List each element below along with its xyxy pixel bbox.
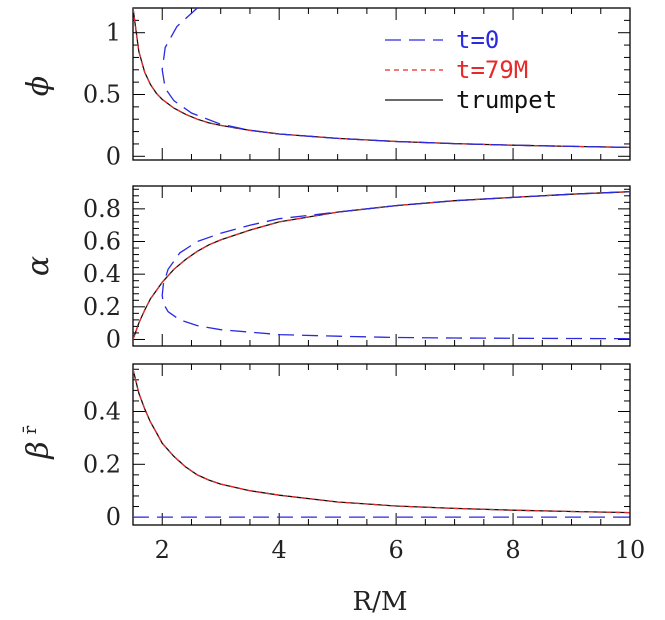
series-line-t0 (161, 191, 630, 340)
y-axis-label-alpha: α (21, 256, 56, 276)
series-line-t79m (133, 369, 630, 514)
legend-label-trumpet: trumpet (456, 86, 557, 114)
y-axis-label-phi: ϕ (21, 76, 56, 96)
y-tick-label: 0.4 (83, 398, 121, 426)
panel-phi-frame (132, 7, 631, 161)
series-line-t79m (133, 191, 630, 340)
ticks-layer (132, 7, 631, 525)
y-axis-label-beta: β r̄ (20, 425, 56, 459)
y-tick-label: 0 (106, 503, 121, 531)
panel-alpha-frame (132, 185, 631, 347)
y-tick-label: 0 (106, 325, 121, 353)
x-axis-label: R/M (353, 587, 408, 617)
y-axis-label-beta-superscript: r̄ (20, 425, 41, 434)
legend-label-t0: t=0 (456, 26, 499, 54)
y-tick-label: 0 (106, 142, 121, 170)
x-tick-label: 8 (505, 536, 520, 564)
y-tick-label: 1 (106, 19, 121, 47)
series-line-t79m (133, 8, 630, 149)
legend: t=0 t=79M trumpet (385, 26, 557, 114)
series-line-trumpet (133, 8, 630, 149)
panel-0-series (133, 8, 630, 149)
y-tick-label: 0.4 (83, 260, 121, 288)
y-axis-label-beta-symbol: β (21, 441, 56, 459)
y-tick-label: 0.2 (83, 293, 121, 321)
lines-layer (133, 8, 630, 518)
y-tick-label: 0.8 (83, 195, 121, 223)
series-line-trumpet (133, 369, 630, 514)
legend-label-t79m: t=79M (456, 56, 528, 84)
x-tick-label: 2 (155, 536, 170, 564)
panel-beta-frame (132, 363, 631, 526)
x-tick-label: 10 (615, 536, 646, 564)
series-line-trumpet (133, 191, 630, 340)
panel-2-series (133, 369, 630, 518)
x-tick-label: 6 (388, 536, 403, 564)
y-tick-label: 0.5 (83, 81, 121, 109)
series-line-t0 (161, 8, 630, 149)
x-tick-label: 4 (272, 536, 287, 564)
y-tick-label: 0.2 (83, 450, 121, 478)
panel-1-series (133, 191, 630, 340)
y-tick-label: 0.6 (83, 228, 121, 256)
